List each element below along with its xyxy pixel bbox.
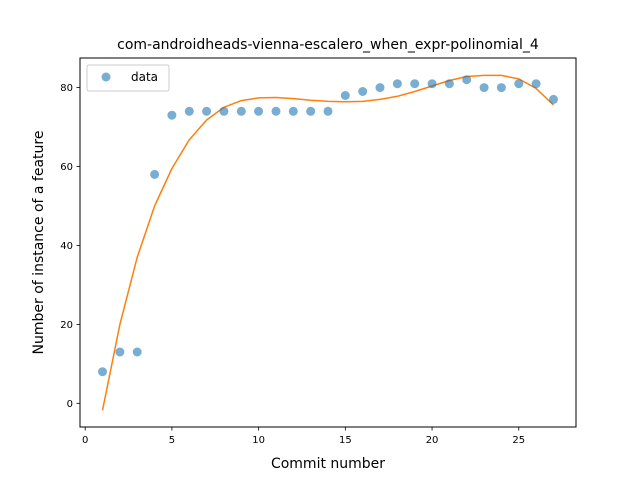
y-tick-label: 20 — [60, 320, 73, 331]
data-point — [306, 106, 316, 116]
data-point — [392, 79, 402, 89]
data-point — [444, 79, 454, 89]
y-tick-label: 60 — [60, 162, 73, 173]
data-point — [98, 367, 107, 377]
x-tick-label: 20 — [426, 435, 439, 446]
data-point — [271, 106, 281, 116]
data-point — [340, 91, 350, 100]
legend: data — [86, 64, 170, 92]
legend-box — [86, 64, 170, 92]
x-tick-label: 0 — [82, 435, 88, 446]
legend-marker — [101, 72, 111, 82]
data-point — [358, 87, 368, 96]
data-point — [479, 83, 489, 93]
x-tick-label: 5 — [169, 435, 175, 446]
y-axis-label: Number of instance of a feature — [31, 131, 47, 355]
x-tick-label: 15 — [339, 435, 352, 446]
axes-frame — [79, 57, 577, 428]
data-point — [375, 83, 385, 93]
data-point — [514, 79, 524, 89]
y-tick-label: 40 — [60, 241, 73, 252]
data-point — [323, 106, 333, 116]
data-point — [410, 79, 420, 89]
y-axis-ticks: 0 20 40 60 80 — [60, 83, 80, 410]
data-point — [167, 110, 177, 120]
data-point — [462, 75, 472, 85]
data-point — [115, 347, 125, 357]
data-point — [531, 79, 541, 89]
data-point — [150, 169, 160, 179]
data-point — [236, 106, 246, 116]
data-point — [219, 106, 229, 116]
x-axis-ticks: 0 5 10 15 20 25 — [82, 427, 525, 446]
plot-area — [98, 74, 558, 411]
x-axis-label: Commit number — [271, 456, 385, 472]
legend-label: data — [131, 70, 158, 84]
y-tick-label: 0 — [67, 399, 73, 410]
data-point — [496, 83, 506, 93]
data-point — [184, 106, 194, 116]
x-tick-label: 10 — [252, 435, 265, 446]
data-point — [288, 106, 298, 116]
x-tick-label: 25 — [512, 435, 525, 446]
data-point — [427, 79, 437, 89]
y-tick-label: 80 — [60, 83, 73, 94]
data-point — [254, 106, 264, 116]
chart-title: com-androidheads-vienna-escalero_when_ex… — [117, 37, 539, 53]
data-point — [549, 94, 558, 104]
data-point — [132, 347, 142, 357]
fit-line — [101, 74, 555, 411]
data-point — [202, 106, 212, 116]
